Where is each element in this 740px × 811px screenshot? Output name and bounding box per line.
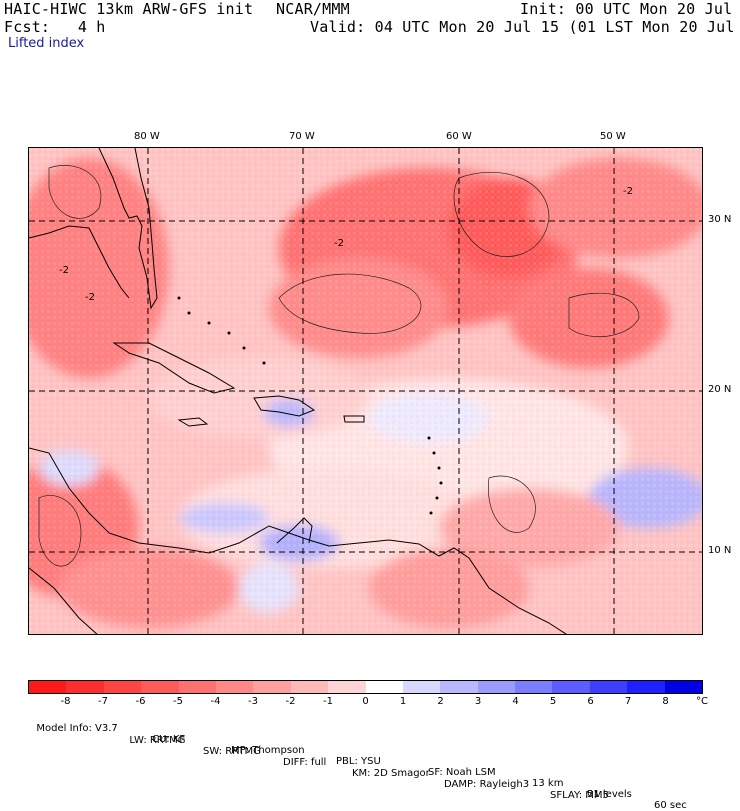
colorbar-tick-label: -5 <box>173 696 183 707</box>
colorbar-segment <box>664 681 703 693</box>
lon-label-70w: 70 W <box>289 131 315 142</box>
gulf-coast <box>29 225 130 299</box>
organization: NCAR/MMM <box>276 0 350 18</box>
lon-label-60w: 60 W <box>446 131 472 142</box>
colorbar-tick-label: 3 <box>474 696 482 707</box>
colorbar-segment <box>477 681 516 693</box>
coastlines <box>29 148 567 634</box>
lat-label-20n: 20 N <box>708 384 732 395</box>
colorbar-unit: °C <box>696 696 708 707</box>
surface-scheme: SF: Noah LSM <box>428 767 496 778</box>
puerto-rico <box>343 415 365 423</box>
contour-lines <box>38 165 640 567</box>
colorbar-tick-label: -4 <box>210 696 221 707</box>
resolution: 13 km <box>532 778 564 789</box>
colorbar-segment <box>552 681 590 693</box>
lon-label-80w: 80 W <box>134 131 160 142</box>
colorbar-segment <box>141 681 179 693</box>
colorbar-tick-label: -2 <box>285 696 296 707</box>
colorbar-tick-label: -8 <box>60 696 71 707</box>
lon-label-50w: 50 W <box>600 131 626 142</box>
valid-time: Valid: 04 UTC Mon 20 Jul 15 (01 LST Mon … <box>310 18 740 36</box>
longwave-scheme: LW: RRTMG <box>129 735 186 746</box>
colorbar-segment <box>402 681 441 693</box>
damping-option: DAMP: Rayleigh3 <box>444 779 530 790</box>
colorbar-segment <box>215 681 254 693</box>
colorbar-tick-label: 8 <box>662 696 669 707</box>
colorbar-segment <box>627 681 665 693</box>
graticule <box>29 148 702 634</box>
map-canvas: -2 -2 -2 -2 <box>29 148 702 634</box>
colorbar-segment <box>515 681 553 693</box>
colorbar-tick-label: 6 <box>587 696 594 707</box>
colorbar-segment <box>178 681 216 693</box>
eddy-coefficient: KM: 2D Smagor <box>352 768 430 779</box>
colorbar-segment <box>290 681 329 693</box>
colorbar-tick-label: 7 <box>624 696 632 707</box>
contour-label: -2 <box>85 292 95 303</box>
colorbar-tick-label: 0 <box>362 696 369 707</box>
colorbar <box>28 680 703 694</box>
model-info-line1: Model Info: V3.7 CU: KF MP: Thompson PBL… <box>30 712 686 811</box>
colorbar-segment <box>328 681 366 693</box>
colorbar-tick-label: -7 <box>98 696 108 707</box>
central-america-coast <box>29 567 98 634</box>
colorbar-tick-label: 5 <box>549 696 557 707</box>
hispaniola <box>253 395 316 417</box>
colorbar-tick-label: 4 <box>512 696 519 707</box>
model-version: Model Info: V3.7 <box>36 723 118 734</box>
colorbar-tick-label: 1 <box>399 696 407 707</box>
island-chain <box>177 296 443 515</box>
lifted-index-map: -2 -2 -2 -2 <box>28 147 703 635</box>
contour-label: -2 <box>623 186 633 197</box>
colorbar-segment <box>365 681 403 693</box>
lat-label-10n: 10 N <box>708 545 732 556</box>
lat-label-30n: 30 N <box>708 214 732 225</box>
shortwave-scheme: SW: RRTMG <box>203 746 261 757</box>
colorbar-segment <box>253 681 291 693</box>
florida-us-coast <box>98 148 158 310</box>
jamaica <box>177 417 209 427</box>
colorbar-segment <box>589 681 628 693</box>
venezuela-peninsula <box>276 517 313 544</box>
colorbar-tick-label: 2 <box>437 696 444 707</box>
colorbar-tick-label: -6 <box>135 696 146 707</box>
south-america-coast <box>29 447 567 634</box>
colorbar-tick-label: -3 <box>248 696 258 707</box>
colorbar-segment <box>440 681 478 693</box>
forecast-hour: Fcst: 4 h <box>4 18 106 36</box>
diffusion-option: DIFF: full <box>283 757 327 768</box>
colorbar-segment <box>103 681 142 693</box>
model-title: HAIC-HIWC 13km ARW-GFS init <box>4 0 254 18</box>
init-time: Init: 00 UTC Mon 20 Jul 15 <box>520 0 740 18</box>
field-name: Lifted index <box>8 36 85 51</box>
time-step: 60 sec <box>654 800 687 811</box>
colorbar-tick-label: -1 <box>323 696 333 707</box>
contour-label: -2 <box>59 265 69 276</box>
surface-layer: SFLAY: MM5 <box>550 790 609 801</box>
model-info-line2: LW: RRTMG SW: RRTMG DIFF: full KM: 2D Sm… <box>123 724 609 801</box>
colorbar-segment <box>66 681 104 693</box>
pbl-scheme: PBL: YSU <box>336 756 381 767</box>
colorbar-segment <box>29 681 67 693</box>
contour-label: -2 <box>334 238 344 249</box>
